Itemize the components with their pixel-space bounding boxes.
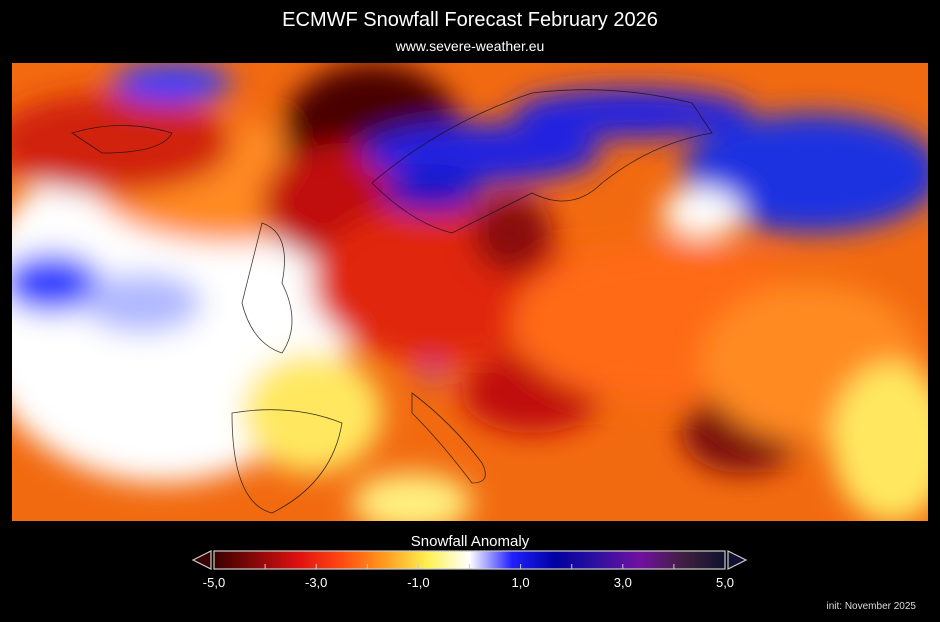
coastline [411, 392, 486, 484]
map-field [12, 63, 928, 521]
anomaly-region [352, 473, 472, 521]
colorbar-tick-label: 5,0 [715, 575, 735, 590]
map-subtitle: www.severe-weather.eu [395, 38, 545, 54]
anomaly-region [382, 173, 482, 213]
coastline [241, 222, 293, 354]
anomaly-region [12, 253, 102, 313]
legend-title: Snowfall Anomaly [410, 533, 530, 550]
snowfall-anomaly-map [12, 63, 928, 521]
anomaly-region [682, 113, 928, 233]
init-date: init: November 2025 [826, 601, 917, 612]
anomaly-region [362, 123, 602, 183]
coastline [71, 125, 173, 154]
colorbar-tick-label: 1,0 [511, 575, 530, 590]
anomaly-region [112, 63, 232, 103]
coastline [371, 89, 713, 234]
anomaly-region [242, 353, 382, 473]
anomaly-region [472, 193, 552, 273]
anomaly-region [512, 88, 752, 138]
anomaly-region [422, 367, 442, 379]
anomaly-region [832, 363, 928, 521]
colorbar-tick-label: 3,0 [613, 575, 632, 590]
anomaly-region [82, 273, 202, 333]
anomaly-region [662, 188, 742, 238]
map-title: ECMWF Snowfall Forecast February 2026 [282, 9, 658, 31]
colorbar-tick-label: -3,0 [304, 575, 328, 590]
colorbar-tick-label: -1,0 [407, 575, 430, 590]
anomaly-region [12, 93, 232, 193]
colorbar-tick-label: -5,0 [202, 575, 226, 590]
coastline [231, 409, 343, 514]
colorbar-low-arrow [191, 550, 212, 570]
colorbar [191, 550, 748, 570]
colorbar-high-arrow [727, 550, 748, 570]
